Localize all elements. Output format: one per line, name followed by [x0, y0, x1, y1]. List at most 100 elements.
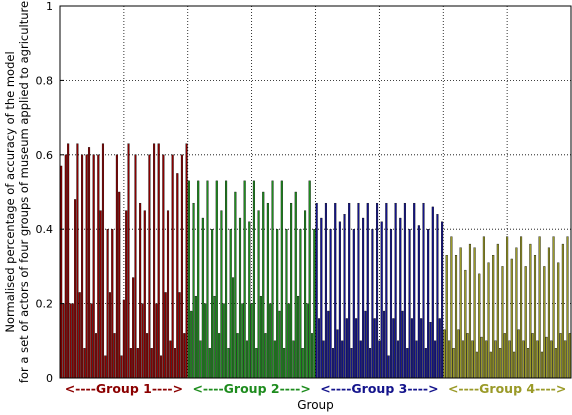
bar-group1-50: [173, 348, 177, 379]
bar-group2-18: [227, 348, 230, 379]
bar-group4-7: [457, 329, 460, 379]
bar-group1-22: [108, 292, 111, 379]
bar-group3-20: [359, 340, 362, 379]
bar-group2-20: [231, 277, 235, 379]
bar-group4-4: [450, 236, 453, 379]
bar-group1-9: [78, 292, 81, 379]
bar-group4-55: [568, 333, 571, 379]
bar-group2-1: [187, 180, 190, 379]
bar-group2-19: [229, 229, 232, 379]
bar-group2-37: [271, 180, 274, 379]
bar-group4-31: [513, 351, 516, 379]
bar-group2-47: [294, 191, 297, 379]
bar-group4-14: [473, 247, 476, 379]
bar-group1-1: [60, 165, 63, 379]
bar-group2-31: [257, 210, 260, 379]
bar-group3-50: [429, 322, 432, 379]
bar-group4-48: [552, 236, 555, 379]
bar-group4-35: [522, 340, 525, 379]
bar-group2-42: [283, 348, 286, 379]
bar-group1-7: [74, 199, 77, 379]
bar-group1-21: [106, 229, 109, 379]
bar-group1-16: [94, 333, 98, 379]
bar-group3-17: [352, 229, 355, 379]
bar-group1-18: [99, 210, 102, 379]
bar-group3-37: [399, 217, 402, 379]
bar-group3-35: [394, 202, 397, 379]
group-label-4: <----Group 4---->: [448, 381, 566, 396]
bar-group1-30: [127, 143, 130, 379]
bar-group3-4: [322, 340, 325, 379]
bar-group2-27: [248, 221, 251, 379]
bar-group2-36: [269, 303, 272, 379]
bar-group3-33: [389, 229, 393, 379]
bar-group3-18: [355, 318, 358, 379]
bar-group3-30: [382, 310, 386, 379]
bar-group1-8: [76, 143, 79, 379]
bar-group1-13: [87, 147, 91, 379]
bar-group1-42: [155, 303, 158, 379]
bar-group2-10: [208, 348, 211, 379]
bar-group4-19: [485, 340, 488, 379]
bar-group4-18: [482, 236, 485, 379]
bar-group4-40: [533, 255, 537, 379]
bar-group1-48: [169, 340, 172, 379]
bar-group4-38: [529, 243, 532, 379]
bar-group2-11: [211, 229, 214, 379]
bar-group2-30: [255, 348, 258, 379]
bar-group2-28: [250, 303, 253, 379]
bar-group2-5: [197, 180, 200, 379]
bar-group4-11: [466, 333, 469, 379]
bar-group1-19: [101, 143, 105, 379]
bar-group4-3: [448, 340, 451, 379]
bar-group4-41: [536, 340, 539, 379]
bar-group4-47: [550, 340, 553, 379]
bar-group3-13: [343, 214, 346, 379]
y-axis-label-line-1: Normalised percentage of accuracy of the…: [3, 51, 17, 332]
bar-group3-32: [387, 355, 390, 379]
bar-group3-55: [441, 221, 444, 379]
bar-group3-8: [331, 348, 334, 379]
group-label-3: <----Group 3---->: [320, 381, 438, 396]
bar-group1-55: [185, 143, 188, 379]
bar-group4-26: [501, 266, 504, 379]
bar-group2-38: [273, 340, 276, 379]
bar-group1-37: [143, 210, 146, 379]
bar-group1-43: [157, 143, 160, 379]
bar-group4-16: [478, 273, 481, 379]
bar-group4-13: [471, 340, 474, 379]
bar-group1-24: [113, 333, 116, 379]
bar-group4-36: [524, 266, 527, 379]
bar-group2-15: [220, 210, 223, 379]
bar-group3-24: [369, 348, 372, 379]
bar-group2-13: [215, 180, 218, 379]
bar-group4-46: [547, 247, 550, 379]
bar-group1-14: [90, 303, 93, 379]
bar-group4-2: [445, 255, 448, 379]
bar-group2-23: [238, 217, 242, 379]
bar-group1-44: [159, 355, 163, 379]
bar-group4-53: [564, 340, 567, 379]
bar-group2-22: [236, 333, 239, 379]
bar-group1-54: [183, 333, 186, 379]
bar-group4-10: [464, 269, 467, 379]
bar-group3-21: [362, 217, 365, 379]
bar-group3-46: [420, 318, 423, 379]
bar-group4-30: [510, 258, 513, 379]
bar-group2-24: [241, 303, 244, 379]
bar-group4-23: [494, 340, 497, 379]
bar-group2-6: [199, 340, 202, 379]
bar-group3-12: [341, 340, 344, 379]
bar-group4-43: [540, 351, 544, 379]
bar-group1-15: [92, 154, 95, 379]
bar-group1-53: [180, 154, 183, 379]
bar-group1-35: [139, 202, 142, 379]
y-tick-label: 0.8: [36, 74, 54, 87]
bar-group3-34: [392, 318, 395, 379]
bar-group1-38: [146, 333, 149, 379]
bar-group4-45: [545, 336, 548, 379]
plot-frame: [59, 5, 572, 379]
bar-group1-46: [164, 292, 167, 379]
bar-group2-21: [234, 191, 237, 379]
bar-group1-29: [125, 210, 128, 379]
